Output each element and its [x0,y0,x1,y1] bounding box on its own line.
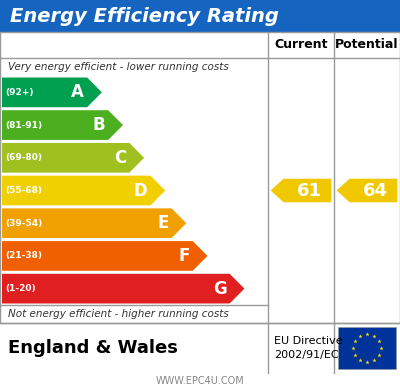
Text: Very energy efficient - lower running costs: Very energy efficient - lower running co… [8,62,229,72]
Text: (39-54): (39-54) [5,219,42,228]
Text: A: A [71,83,84,101]
Text: 61: 61 [297,182,322,199]
Polygon shape [2,78,102,107]
Polygon shape [337,179,397,202]
Text: (81-91): (81-91) [5,121,42,130]
Text: Energy Efficiency Rating: Energy Efficiency Rating [10,7,279,26]
Polygon shape [2,176,165,205]
Text: (21-38): (21-38) [5,251,42,260]
Polygon shape [2,143,144,173]
Text: (69-80): (69-80) [5,153,42,162]
Text: Current: Current [274,38,328,52]
Polygon shape [2,110,123,140]
Text: D: D [134,182,148,199]
Polygon shape [2,274,244,303]
Text: WWW.EPC4U.COM: WWW.EPC4U.COM [156,376,244,386]
Text: G: G [213,280,227,298]
Text: B: B [93,116,105,134]
Polygon shape [2,241,208,271]
Polygon shape [271,179,331,202]
Polygon shape [2,208,186,238]
Text: F: F [178,247,190,265]
Text: C: C [114,149,126,167]
Bar [0,32,400,323]
Text: (1-20): (1-20) [5,284,36,293]
Text: 64: 64 [363,182,388,199]
Text: (55-68): (55-68) [5,186,42,195]
Text: EU Directive
2002/91/EC: EU Directive 2002/91/EC [274,336,343,360]
Bar [338,327,396,369]
Text: England & Wales: England & Wales [8,339,178,357]
Bar [0,0,400,32]
Text: Potential: Potential [335,38,399,52]
Text: E: E [157,214,169,232]
Text: Not energy efficient - higher running costs: Not energy efficient - higher running co… [8,309,229,319]
Text: (92+): (92+) [5,88,34,97]
